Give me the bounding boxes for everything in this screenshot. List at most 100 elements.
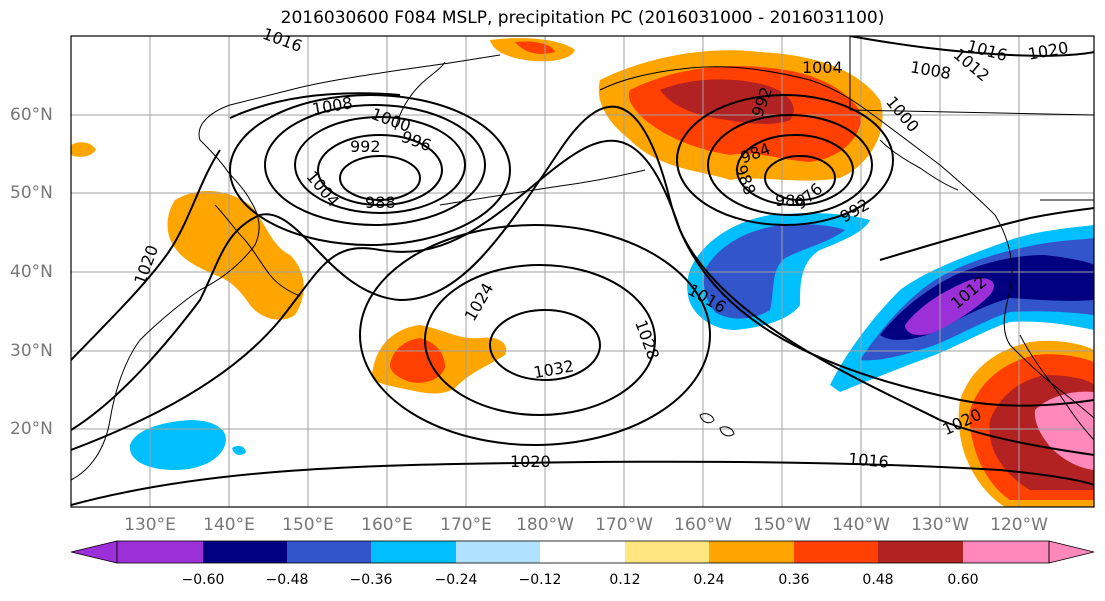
isobar-label: 1028	[631, 317, 663, 362]
isobar-1016	[71, 105, 1094, 431]
coastlines	[71, 36, 1094, 481]
colorbar-bin	[203, 541, 287, 563]
lon-label: 130°W	[911, 515, 969, 535]
isobar-label: 1032	[532, 356, 575, 382]
lon-label: 150°W	[753, 515, 811, 535]
isobar-1012-east	[879, 207, 1094, 261]
isobar-label: 988	[365, 193, 396, 212]
isobar-1032	[489, 309, 601, 381]
lon-label: 160°E	[361, 515, 413, 535]
isobar-984-east	[736, 134, 854, 206]
colorbar-max-extend	[1048, 540, 1095, 564]
lat-label-30n: 30°N	[10, 341, 53, 361]
lon-label: 170°W	[595, 515, 653, 535]
coast-hawaii-2	[719, 426, 735, 437]
colorbar-bin	[794, 541, 878, 563]
colorbar-tick: 0.60	[947, 572, 979, 588]
isobar-1024	[359, 224, 711, 446]
coast-baja	[1019, 334, 1094, 441]
colorbar-tick: −0.60	[181, 572, 225, 588]
coast-north-america	[994, 214, 1094, 419]
isobar-label: 1020	[510, 452, 551, 471]
colorbar-bin	[287, 541, 371, 563]
precipitation-shading	[71, 38, 1094, 507]
precip-asia-outer	[167, 190, 304, 320]
isobar-1004-west	[229, 94, 511, 246]
isobar-label: 1000	[882, 92, 923, 135]
isobar-1012	[71, 149, 221, 361]
colorbar-bin	[540, 541, 625, 563]
colorbar-tick: −0.12	[518, 572, 562, 588]
isobar-992-west	[317, 134, 443, 206]
colorbar-bin	[963, 541, 1049, 563]
colorbar-tick: 0.12	[609, 572, 641, 588]
isobar-1020-south	[71, 460, 1094, 506]
isobar-1008	[229, 92, 401, 119]
coast-aleutians	[439, 169, 646, 206]
colorbar-tick: 0.24	[693, 572, 725, 588]
precip-neg-small	[232, 445, 246, 456]
lon-label: 120°W	[990, 515, 1048, 535]
isobar-label: 980	[775, 191, 806, 210]
coast-kamchatka	[394, 61, 446, 131]
colorbar-min-extend	[70, 540, 118, 564]
isobar-996-west	[294, 116, 466, 214]
isobar-label: 996	[399, 127, 434, 155]
isobar-1000-west	[264, 104, 486, 226]
colorbar-tick: −0.24	[434, 572, 478, 588]
lon-label: 170°E	[440, 515, 492, 535]
lon-label: 130°E	[124, 515, 176, 535]
map-title: 2016030600 F084 MSLP, precipitation PC (…	[280, 8, 885, 28]
isobar-label: 992	[350, 137, 381, 156]
isobar-label: 1008	[909, 57, 952, 83]
isobar-label: 1004	[802, 58, 843, 77]
isobar-992-east	[676, 94, 894, 226]
isobar-label: 1020	[1026, 38, 1069, 64]
coast-north-border	[849, 36, 1094, 116]
lon-label: 140°E	[203, 515, 255, 535]
colorbar-tick: −0.36	[349, 572, 393, 588]
colorbar-bin	[456, 541, 540, 563]
precip-alaska-core	[660, 79, 794, 124]
coast-bc	[879, 139, 959, 191]
isobar-1020	[71, 139, 1094, 456]
colorbar-bin	[878, 541, 963, 563]
lon-label: 140°W	[832, 515, 890, 535]
isobar-988-west	[339, 155, 421, 201]
colorbar-bin	[371, 541, 456, 563]
precip-neg-coast-core	[905, 278, 994, 336]
colorbar-bin	[625, 541, 709, 563]
coast-japan	[214, 204, 301, 297]
colorbar	[70, 540, 1095, 564]
coast-hawaii	[699, 413, 715, 424]
isobars	[71, 36, 1094, 506]
colorbar-bin	[117, 541, 203, 563]
colorbar-tick: 0.48	[862, 572, 894, 588]
lon-label: 150°E	[282, 515, 334, 535]
colorbar-tick: 0.36	[778, 572, 810, 588]
isobar-label: 1004	[302, 167, 343, 210]
coast-alaska	[599, 66, 996, 216]
isobar-label: 1020	[130, 243, 162, 288]
graticule	[71, 36, 1094, 507]
isobar-988-east	[707, 114, 873, 216]
colorbar-tick: −0.48	[265, 572, 309, 588]
isobar-label: 1016	[260, 24, 305, 56]
colorbar-bin	[709, 541, 794, 563]
isobar-label: 1016	[847, 449, 889, 471]
lon-label: 180°W	[516, 515, 574, 535]
precip-neg-hawaii-outer	[129, 420, 226, 470]
plot-frame	[70, 35, 1095, 508]
coast-asia	[71, 54, 501, 481]
precip-central-core	[390, 338, 445, 383]
lon-label: 160°W	[674, 515, 732, 535]
lat-label-40n: 40°N	[10, 262, 53, 282]
precip-baja-core	[1034, 391, 1094, 470]
isobar-1016-northeast	[849, 36, 1094, 57]
lat-label-60n: 60°N	[10, 105, 53, 125]
precip-neg-gulf-mid	[703, 224, 845, 319]
lat-label-20n: 20°N	[10, 419, 53, 439]
precip-left-edge	[71, 142, 96, 157]
lat-label-50n: 50°N	[10, 183, 53, 203]
